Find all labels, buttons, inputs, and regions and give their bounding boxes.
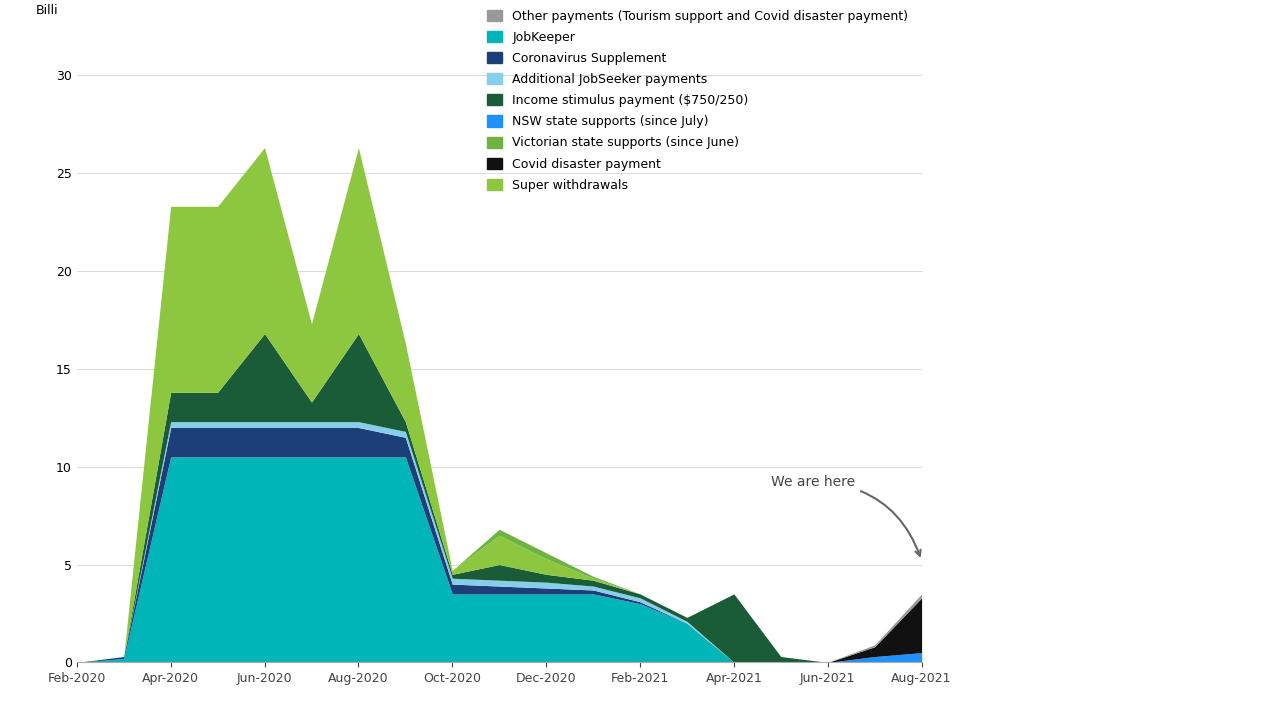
Legend: Other payments (Tourism support and Covid disaster payment), JobKeeper, Coronavi: Other payments (Tourism support and Covi…: [483, 4, 913, 197]
Y-axis label: Billi: Billi: [36, 4, 59, 17]
Text: We are here: We are here: [772, 475, 920, 556]
